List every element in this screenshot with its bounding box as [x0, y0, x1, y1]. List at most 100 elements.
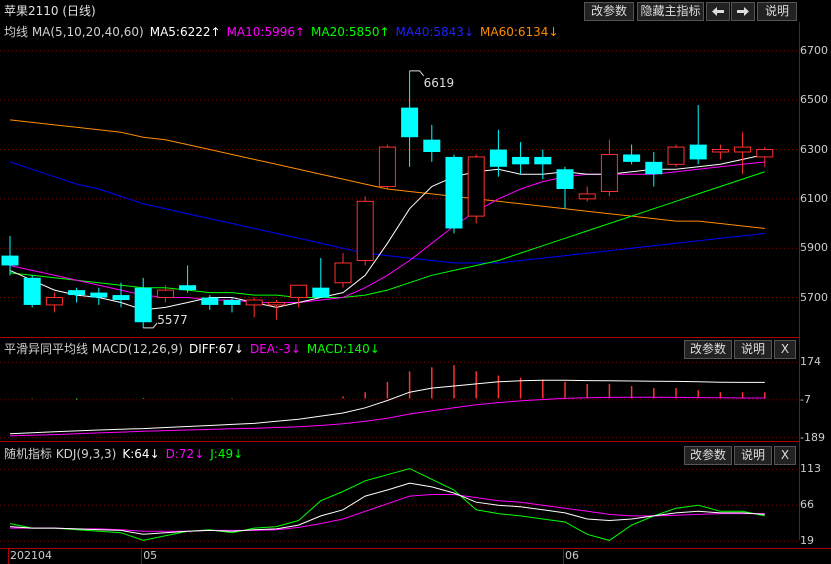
x-tick-label: 05 — [143, 549, 158, 562]
candle-body-down — [223, 300, 241, 305]
x-tick-label: 06 — [565, 549, 579, 562]
macd-chart — [0, 361, 799, 439]
candle-body-up — [334, 262, 352, 284]
candle-body-down — [689, 144, 707, 160]
y-tick-label: 6700 — [800, 43, 828, 57]
j-line — [9, 468, 765, 541]
candle-body-down — [1, 255, 19, 266]
candle-body-up — [245, 299, 263, 306]
diff-line — [9, 379, 765, 435]
j-value: J:49↓ — [210, 446, 244, 461]
x-tick-label: 202104 — [10, 549, 52, 562]
x-tick — [563, 549, 564, 564]
d-value: D:72↓ — [165, 446, 205, 461]
candle-body-down — [312, 287, 330, 298]
macd-help-button[interactable]: 说明 — [734, 340, 772, 359]
candlestick-chart: 6619 5577 — [0, 50, 799, 329]
diff-value: DIFF:67↓ — [188, 341, 244, 356]
dea-line — [9, 396, 765, 437]
x-tick — [141, 549, 143, 564]
x-tick — [8, 549, 9, 564]
change-params-button[interactable]: 改参数 — [584, 2, 634, 21]
candle-body-down — [134, 287, 152, 323]
x-axis-divider — [0, 548, 831, 549]
candle-body-up — [267, 301, 285, 306]
macd-kdj-divider — [0, 441, 799, 442]
y-tick-label: 6100 — [800, 191, 828, 205]
kdj-legend-prefix: 随机指标 KDJ(9,3,3) — [4, 447, 117, 461]
y-tick-label: 6300 — [800, 142, 828, 156]
candle-body-down — [534, 156, 552, 165]
candle-body-down — [90, 292, 108, 298]
ma40-line — [9, 161, 765, 264]
macd-legend-prefix: 平滑异同平均线 MACD(12,26,9) — [4, 342, 183, 356]
macd-close-button[interactable]: X — [774, 340, 796, 359]
y-tick-label: -189 — [800, 430, 825, 444]
candle-body-up — [356, 200, 374, 262]
candle-body-down — [489, 149, 507, 167]
y-tick-label: 5900 — [800, 241, 828, 255]
candle-body-down — [445, 156, 463, 229]
candle-body-down — [23, 277, 41, 305]
candle-body-up — [711, 149, 729, 153]
help-button[interactable]: 说明 — [757, 2, 797, 21]
candle-body-down — [179, 285, 197, 291]
ma5-value: MA5:6222↑ — [149, 24, 221, 39]
ma10-value: MA10:5996↑ — [226, 24, 306, 39]
macd-value: MACD:140↓ — [306, 341, 380, 356]
candle-body-up — [756, 149, 774, 158]
candle-body-down — [423, 139, 441, 152]
y-tick-label: 19 — [800, 534, 814, 548]
candle-body-up — [378, 146, 396, 188]
kdj-close-button[interactable]: X — [774, 446, 796, 465]
title-bar: 苹果2110 (日线) 改参数 隐藏主指标 说明 — [0, 0, 831, 22]
macd-legend: 平滑异同平均线 MACD(12,26,9) DIFF:67↓ DEA:-3↓ M… — [4, 339, 386, 358]
kdj-help-button[interactable]: 说明 — [734, 446, 772, 465]
y-axis-divider — [799, 22, 800, 540]
candle-body-down — [401, 107, 419, 138]
y-tick-label: 5700 — [800, 290, 828, 304]
candle-body-down — [556, 169, 574, 189]
candle-body-up — [734, 146, 752, 153]
high-marker — [409, 70, 424, 77]
macd-change-params-button[interactable]: 改参数 — [684, 340, 732, 359]
kdj-change-params-button[interactable]: 改参数 — [684, 446, 732, 465]
candle-body-down — [512, 156, 530, 165]
arrow-right-icon — [737, 7, 749, 16]
ma-legend: 均线 MA(5,10,20,40,60) MA5:6222↑ MA10:5996… — [4, 22, 565, 41]
ma20-value: MA20:5850↑ — [311, 24, 390, 39]
candle-body-up — [45, 297, 63, 306]
candle-body-down — [68, 290, 86, 296]
candle-body-up — [578, 193, 596, 200]
ma-legend-prefix: 均线 MA(5,10,20,40,60) — [4, 25, 144, 39]
candle-body-down — [112, 295, 130, 300]
y-tick-label: -7 — [800, 392, 811, 406]
candle-body-up — [600, 153, 618, 192]
ma40-value: MA40:5843↓ — [395, 24, 475, 39]
y-tick-label: 113 — [800, 462, 821, 476]
kdj-legend: 随机指标 KDJ(9,3,3) K:64↓ D:72↓ J:49↓ — [4, 444, 249, 463]
candle-body-up — [667, 146, 685, 165]
arrow-left-icon — [712, 7, 724, 16]
y-tick-label: 6500 — [800, 93, 828, 107]
scroll-right-button[interactable] — [731, 2, 755, 21]
candle-body-up — [290, 284, 308, 299]
chart-title-text: 苹果2110 (日线) — [4, 4, 96, 18]
chart-title: 苹果2110 (日线) — [4, 1, 102, 20]
kdj-chart — [0, 468, 799, 542]
candle-body-up — [467, 156, 485, 217]
candle-body-down — [201, 297, 219, 305]
hide-main-indicator-button[interactable]: 隐藏主指标 — [637, 2, 704, 21]
candle-body-down — [623, 154, 641, 162]
ma60-value: MA60:6134↓ — [480, 24, 559, 39]
high-label: 6619 — [424, 76, 455, 90]
k-value: K:64↓ — [122, 446, 160, 461]
low-marker — [143, 322, 158, 329]
candle-body-down — [645, 161, 663, 175]
low-label: 5577 — [157, 313, 188, 327]
k-line — [9, 482, 765, 535]
main-macd-divider — [0, 337, 799, 338]
dea-value: DEA:-3↓ — [249, 341, 301, 356]
ma20-line — [9, 171, 765, 298]
scroll-left-button[interactable] — [706, 2, 730, 21]
